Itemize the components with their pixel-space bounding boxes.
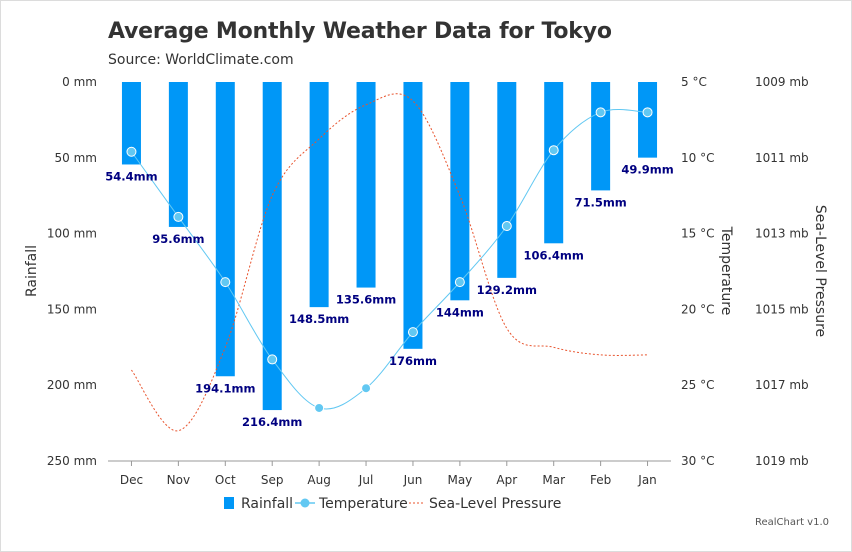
rainfall-bar — [309, 82, 329, 308]
rainfall-data-label: 129.2mm — [477, 283, 537, 297]
temperature-axis-title: Temperature — [718, 226, 734, 316]
pressure-tick-label: 1013 mb — [755, 227, 809, 241]
pressure-tick-label: 1019 mb — [755, 454, 809, 468]
legend-temperature-marker — [300, 498, 310, 508]
rainfall-bar — [262, 82, 282, 411]
rainfall-bar — [215, 82, 235, 377]
chart-credit: RealChart v1.0 — [754, 517, 829, 528]
temperature-tick-label: 25 °C — [681, 378, 714, 392]
chart-subtitle: Source: WorldClimate.com — [108, 52, 294, 68]
temperature-point — [314, 402, 325, 413]
rainfall-tick-label: 200 mm — [47, 378, 97, 392]
rainfall-data-label: 49.9mm — [621, 163, 673, 177]
category-label: Apr — [496, 473, 517, 487]
rainfall-data-label: 148.5mm — [289, 312, 349, 326]
category-label: Jul — [358, 473, 373, 487]
rainfall-bar — [497, 82, 517, 278]
category-label: Nov — [167, 473, 190, 487]
rainfall-data-label: 106.4mm — [524, 248, 584, 262]
rainfall-tick-label: 50 mm — [55, 151, 97, 165]
rainfall-bar — [591, 82, 611, 191]
temperature-point — [173, 211, 184, 222]
rainfall-data-label: 71.5mm — [574, 195, 626, 209]
temperature-tick-label: 5 °C — [681, 75, 707, 89]
legend-temperature-label: Temperature — [318, 496, 408, 512]
rainfall-data-label: 95.6mm — [152, 232, 204, 246]
rainfall-bar — [121, 82, 141, 165]
legend-pressure-label: Sea-Level Pressure — [429, 496, 561, 512]
category-label: Feb — [590, 473, 611, 487]
rainfall-bar — [544, 82, 564, 244]
pressure-axis-title: Sea-Level Pressure — [812, 205, 828, 337]
temperature-tick-label: 10 °C — [681, 151, 714, 165]
rainfall-bar — [450, 82, 470, 301]
rainfall-data-label: 54.4mm — [105, 169, 157, 183]
temperature-point — [220, 277, 231, 288]
category-label: Sep — [261, 473, 284, 487]
rainfall-data-label: 216.4mm — [242, 415, 302, 429]
temperature-point — [501, 221, 512, 232]
temperature-point — [595, 107, 606, 118]
legend-rainfall-label: Rainfall — [241, 496, 293, 512]
temperature-tick-label: 30 °C — [681, 454, 714, 468]
category-label: May — [447, 473, 472, 487]
rainfall-tick-label: 0 mm — [62, 75, 97, 89]
rainfall-bar — [403, 82, 423, 349]
rainfall-tick-label: 100 mm — [47, 227, 97, 241]
category-label: Aug — [307, 473, 330, 487]
rainfall-tick-label: 150 mm — [47, 302, 97, 316]
temperature-tick-label: 15 °C — [681, 227, 714, 241]
category-label: Dec — [120, 473, 143, 487]
category-label: Oct — [215, 473, 236, 487]
temperature-tick-label: 20 °C — [681, 302, 714, 316]
category-label: Jun — [403, 473, 423, 487]
rainfall-tick-label: 250 mm — [47, 454, 97, 468]
rainfall-bar — [356, 82, 376, 288]
temperature-point — [407, 327, 418, 338]
temperature-point — [454, 277, 465, 288]
legend-rainfall-swatch — [224, 497, 234, 509]
chart-title: Average Monthly Weather Data for Tokyo — [108, 19, 612, 44]
pressure-tick-label: 1009 mb — [755, 75, 809, 89]
temperature-point — [548, 145, 559, 156]
pressure-line — [131, 93, 648, 432]
temperature-point — [361, 383, 372, 394]
pressure-tick-label: 1015 mb — [755, 302, 809, 316]
pressure-tick-label: 1017 mb — [755, 378, 809, 392]
rainfall-data-label: 176mm — [389, 354, 437, 368]
category-label: Jan — [637, 473, 657, 487]
rainfall-data-label: 194.1mm — [195, 381, 255, 395]
category-label: Mar — [542, 473, 565, 487]
rainfall-axis-title: Rainfall — [24, 245, 40, 297]
temperature-point — [267, 354, 278, 365]
rainfall-bar — [168, 82, 188, 227]
rainfall-bar — [638, 82, 658, 158]
rainfall-data-label: 144mm — [436, 305, 484, 319]
temperature-point — [126, 146, 137, 157]
temperature-point — [642, 107, 653, 118]
pressure-tick-label: 1011 mb — [755, 151, 809, 165]
rainfall-data-label: 135.6mm — [336, 293, 396, 307]
